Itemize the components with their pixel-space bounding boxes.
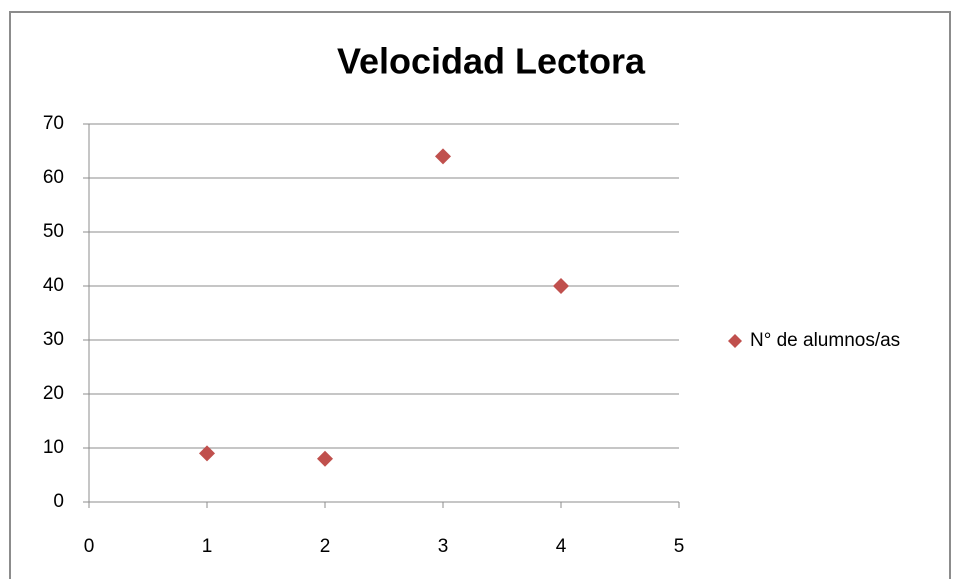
y-tick-label: 50 bbox=[43, 221, 64, 242]
legend-label: N° de alumnos/as bbox=[750, 330, 900, 351]
y-tick-label: 70 bbox=[43, 113, 64, 134]
y-tick-label: 40 bbox=[43, 275, 64, 296]
y-tick-label: 30 bbox=[43, 329, 64, 350]
legend-marker bbox=[728, 334, 742, 348]
data-point bbox=[317, 450, 333, 467]
data-point bbox=[199, 445, 215, 462]
x-tick-label: 5 bbox=[674, 536, 685, 557]
data-point bbox=[435, 148, 451, 165]
y-tick-label: 20 bbox=[43, 383, 64, 404]
chart-title: Velocidad Lectora bbox=[337, 41, 646, 82]
chart-frame bbox=[9, 11, 951, 579]
x-tick-label: 3 bbox=[438, 536, 449, 557]
x-tick-label: 1 bbox=[202, 536, 213, 557]
y-tick-label: 60 bbox=[43, 167, 64, 188]
x-tick-label: 2 bbox=[320, 536, 331, 557]
x-tick-label: 0 bbox=[84, 536, 95, 557]
y-tick-label: 0 bbox=[53, 491, 64, 512]
data-point bbox=[553, 278, 569, 294]
y-tick-label: 10 bbox=[43, 437, 64, 458]
x-tick-label: 4 bbox=[556, 536, 567, 557]
